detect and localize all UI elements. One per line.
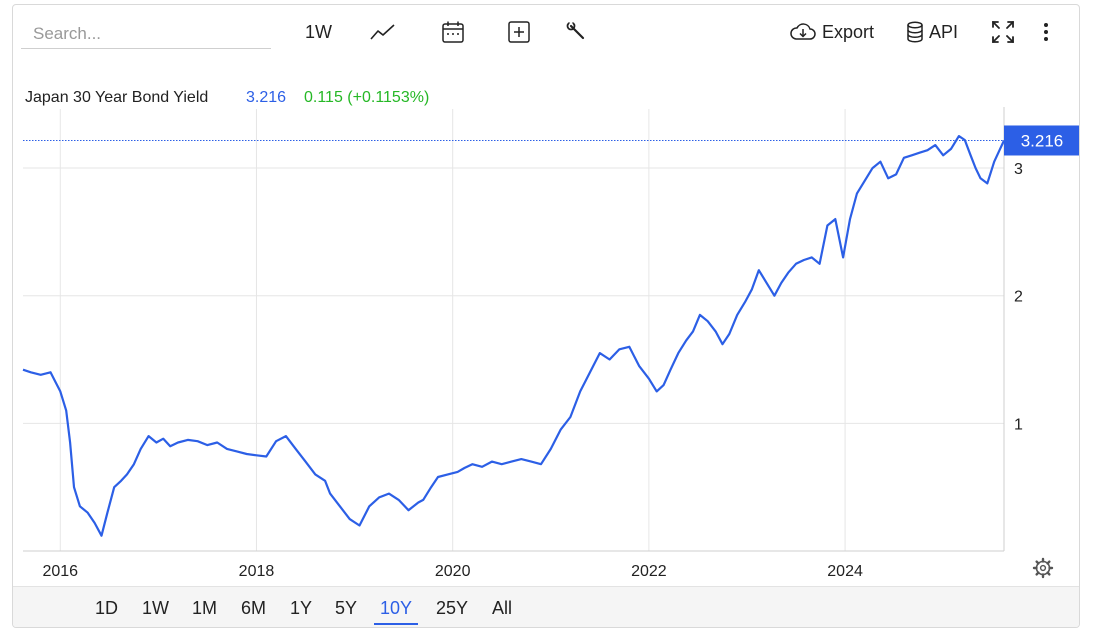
range-button-1w[interactable]: 1W xyxy=(142,598,169,618)
fullscreen-icon xyxy=(992,21,1014,43)
range-selector: 1D 1W 1M 6M 1Y 5Y 10Y 25Y All xyxy=(13,586,1079,627)
x-tick-label: 2016 xyxy=(42,563,78,580)
plus-square-icon xyxy=(508,21,530,43)
range-button-6m[interactable]: 6M xyxy=(241,598,267,618)
range-button-1m[interactable]: 1M xyxy=(192,598,218,618)
gear-tooth xyxy=(1046,571,1051,576)
series-line xyxy=(22,134,1005,537)
range-button-1y[interactable]: 1Y xyxy=(290,598,313,618)
range-button-all[interactable]: All xyxy=(492,598,513,618)
range-button-1d[interactable]: 1D xyxy=(95,598,119,618)
last-value-tag: 3.216 xyxy=(1004,125,1079,156)
gear-teeth xyxy=(1032,557,1054,579)
export-button[interactable]: Export xyxy=(789,17,874,47)
add-indicator-button[interactable] xyxy=(507,17,531,47)
chart-type-button[interactable] xyxy=(370,17,396,47)
y-tick-label: 1 xyxy=(1014,416,1023,433)
database-icon xyxy=(907,21,923,43)
settings-tools-button[interactable] xyxy=(565,17,589,47)
range-button-10y[interactable]: 10Y xyxy=(374,593,419,625)
x-tick-label: 2024 xyxy=(827,563,863,580)
line-chart-icon xyxy=(370,24,395,40)
api-label: API xyxy=(929,21,959,42)
grid xyxy=(23,107,1005,552)
legend-series-name: Japan 30 Year Bond Yield xyxy=(25,89,208,106)
gear-icon-hub xyxy=(1039,564,1047,572)
line-chart[interactable]: Japan 30 Year Bond Yield 3.216 0.115 (+0… xyxy=(13,57,1079,585)
y-tick-label: 3 xyxy=(1014,161,1023,178)
legend-value: 3.216 xyxy=(246,89,286,106)
calendar-icon xyxy=(442,21,464,43)
more-vertical-icon xyxy=(1044,23,1048,41)
x-tick-label: 2022 xyxy=(631,563,667,580)
cloud-download-icon xyxy=(790,23,816,40)
legend-change: 0.115 (+0.1153%) xyxy=(304,89,429,106)
x-tick-label: 2018 xyxy=(239,563,275,580)
date-range-button[interactable] xyxy=(441,17,465,47)
gear-tooth xyxy=(1035,560,1040,565)
wrench-icon xyxy=(566,21,585,40)
fullscreen-button[interactable] xyxy=(991,17,1015,47)
series-layer xyxy=(22,134,1005,537)
search-input[interactable] xyxy=(21,19,271,49)
x-tick-label: 2020 xyxy=(435,563,471,580)
chart-widget: 1W xyxy=(12,4,1080,628)
y-tick-label: 2 xyxy=(1014,289,1023,306)
api-button[interactable]: API xyxy=(906,17,958,47)
range-button-5y[interactable]: 5Y xyxy=(335,598,358,618)
export-label: Export xyxy=(822,21,875,42)
toolbar: 1W xyxy=(13,5,1079,57)
last-value-tag-bg xyxy=(1004,125,1079,156)
gear-tooth xyxy=(1046,560,1051,565)
axis-labels: 2016 2018 2020 2022 2024 1 2 3 xyxy=(42,161,1023,580)
interval-label: 1W xyxy=(305,21,332,42)
interval-select-button[interactable]: 1W xyxy=(305,17,332,47)
range-button-25y[interactable]: 25Y xyxy=(436,598,469,618)
chart-settings-button[interactable] xyxy=(1032,557,1054,579)
last-value-tag-label: 3.216 xyxy=(1021,131,1064,150)
more-options-button[interactable] xyxy=(1041,17,1051,47)
gear-tooth xyxy=(1035,571,1040,576)
